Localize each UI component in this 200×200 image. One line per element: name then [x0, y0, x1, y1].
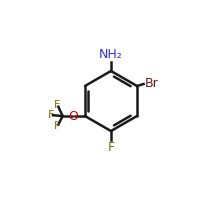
Text: F: F — [48, 110, 54, 120]
Text: F: F — [107, 141, 115, 154]
Text: NH₂: NH₂ — [99, 48, 123, 61]
Text: O: O — [68, 110, 78, 123]
Text: F: F — [54, 121, 60, 131]
Text: F: F — [54, 100, 60, 110]
Text: Br: Br — [145, 77, 159, 90]
